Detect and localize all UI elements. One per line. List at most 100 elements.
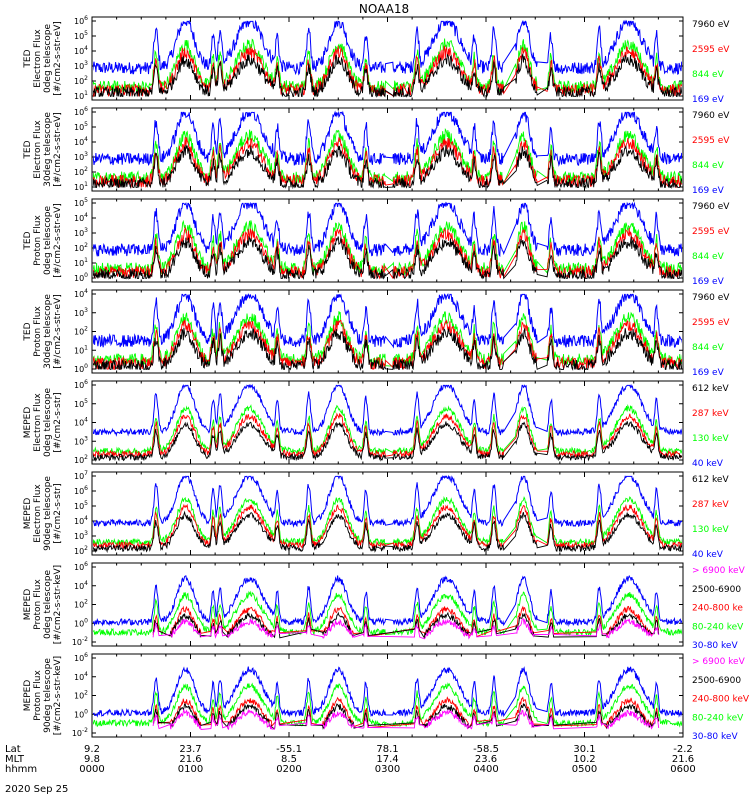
legend-entry: 30-80 keV <box>692 641 738 651</box>
series-blue <box>93 19 682 76</box>
y-axis-label-line: Proton Flux <box>33 306 43 357</box>
legend-entry: > 6900 keV <box>692 566 746 576</box>
series-group <box>93 474 682 554</box>
y-axis-label-line: 0deg telescope <box>43 24 53 94</box>
y-axis-label-line: MEPED <box>23 589 33 621</box>
x-tick-label-lat: 9.2 <box>84 744 100 755</box>
x-tick-label-mlt: 21.6 <box>179 754 201 765</box>
y-axis-label-line: [#/cm2-s-str-keV] <box>53 656 63 735</box>
y-tick-label: 105 <box>74 197 88 208</box>
y-tick-label: 103 <box>74 151 88 162</box>
x-tick-label-lat: -58.5 <box>473 744 499 755</box>
x-tick-label-mlt: 9.8 <box>84 754 100 765</box>
y-tick-label: 104 <box>74 136 88 147</box>
y-tick-label: 102 <box>74 326 88 337</box>
y-tick-label: 103 <box>74 435 88 446</box>
series-black <box>93 421 682 462</box>
y-tick-label: 101 <box>74 181 88 192</box>
series-blue <box>93 383 682 437</box>
legend-entry: 612 keV <box>692 384 729 394</box>
y-tick-label: 105 <box>74 398 88 409</box>
series-blue <box>93 201 682 258</box>
y-tick-label: 105 <box>74 30 88 41</box>
y-tick-label: 107 <box>74 470 88 481</box>
legend-entry: 130 keV <box>692 525 729 535</box>
series-group <box>93 110 682 190</box>
y-axis-label-line: TED <box>23 322 33 341</box>
legend-entry: 7960 eV <box>692 20 730 30</box>
y-axis-label-line: [#/cm2-s-str-eV] <box>53 21 63 96</box>
y-axis-label: MEPEDElectron Flux90deg telescope[#/cm2-… <box>23 476 63 551</box>
y-axis-label: MEPEDProton Flux0deg telescope[#/cm2-s-s… <box>23 565 63 644</box>
y-tick-label: 102 <box>74 75 88 86</box>
legend-entry: 7960 eV <box>692 111 730 121</box>
series-black <box>93 144 682 190</box>
series-red <box>93 319 682 371</box>
legend-entry: 287 keV <box>692 500 729 510</box>
series-group <box>93 201 682 280</box>
x-tick-label-mlt: 10.2 <box>573 754 595 765</box>
y-axis-label-line: Proton Flux <box>33 579 43 630</box>
y-axis-label-line: 0deg telescope <box>43 388 53 458</box>
x-tick-label-hhmm: 0500 <box>572 764 597 775</box>
y-axis-label-line: [#/cm2-s-str] <box>53 483 63 543</box>
y-tick-label: 104 <box>74 288 88 299</box>
series-group <box>93 293 682 371</box>
x-row-label: MLT <box>5 754 25 765</box>
y-axis-label: MEPEDElectron Flux0deg telescope[#/cm2-s… <box>23 388 63 458</box>
series-red <box>93 226 682 280</box>
legend-entry: > 6900 keV <box>692 657 746 667</box>
y-axis-label-line: 0deg telescope <box>43 570 53 640</box>
y-axis-label-line: 90deg telescope <box>43 476 53 551</box>
legend-entry: 2500-6900 <box>692 585 741 595</box>
y-axis-label-line: Proton Flux <box>33 215 43 266</box>
y-tick-label: 10-2 <box>72 727 88 738</box>
x-tick-label-hhmm: 0200 <box>276 764 301 775</box>
y-tick-label: 103 <box>74 60 88 71</box>
y-tick-label: 106 <box>74 15 88 26</box>
y-axis-label-line: [#/cm2-s-str-eV] <box>53 294 63 369</box>
y-tick-label: 101 <box>74 257 88 268</box>
y-tick-label: 106 <box>74 652 88 663</box>
series-green <box>93 496 682 547</box>
legend-entry: 30-80 keV <box>692 732 738 742</box>
y-axis-label-line: MEPED <box>23 498 33 530</box>
x-row-label: Lat <box>5 744 21 755</box>
panel-6: 102 103 104 105 106 107 MEPEDElectron Flux90de… <box>23 470 729 560</box>
legend-entry: 612 keV <box>692 475 729 485</box>
x-tick-label-lat: 30.1 <box>573 744 595 755</box>
legend-entry: 2595 eV <box>692 318 730 328</box>
y-axis-label-line: 0deg telescope <box>43 206 53 276</box>
y-tick-label: 102 <box>74 690 88 701</box>
y-tick-label: 103 <box>74 307 88 318</box>
legend-entry: 844 eV <box>692 252 725 262</box>
y-tick-label: 106 <box>74 485 88 496</box>
y-axis-label-line: [#/cm2-s-str-keV] <box>53 565 63 644</box>
y-tick-label: 105 <box>74 121 88 132</box>
legend-entry: 7960 eV <box>692 202 730 212</box>
legend-entry: 844 eV <box>692 343 725 353</box>
panel-4: 100 101 102 103 104 TEDProton Flux30deg teles… <box>23 288 730 378</box>
legend-entry: 169 eV <box>692 95 725 105</box>
y-axis-label-line: MEPED <box>23 407 33 439</box>
y-axis-label-line: [#/cm2-s-str-eV] <box>53 112 63 187</box>
y-tick-label: 104 <box>74 212 88 223</box>
legend-entry: 2595 eV <box>692 136 730 146</box>
y-tick-label: 104 <box>74 580 88 591</box>
y-tick-label: 101 <box>74 344 88 355</box>
series-green <box>93 403 682 456</box>
series-red <box>93 503 682 550</box>
series-green <box>93 682 682 728</box>
y-axis-label-line: 30deg telescope <box>43 112 53 187</box>
series-magenta <box>152 708 660 731</box>
y-tick-label: 102 <box>74 454 88 465</box>
legend-entry: 169 eV <box>692 186 725 196</box>
y-axis-label-line: MEPED <box>23 680 33 712</box>
y-tick-label: 106 <box>74 379 88 390</box>
series-green <box>93 590 682 637</box>
y-tick-label: 102 <box>74 599 88 610</box>
series-blue <box>93 666 682 718</box>
y-tick-label: 105 <box>74 500 88 511</box>
